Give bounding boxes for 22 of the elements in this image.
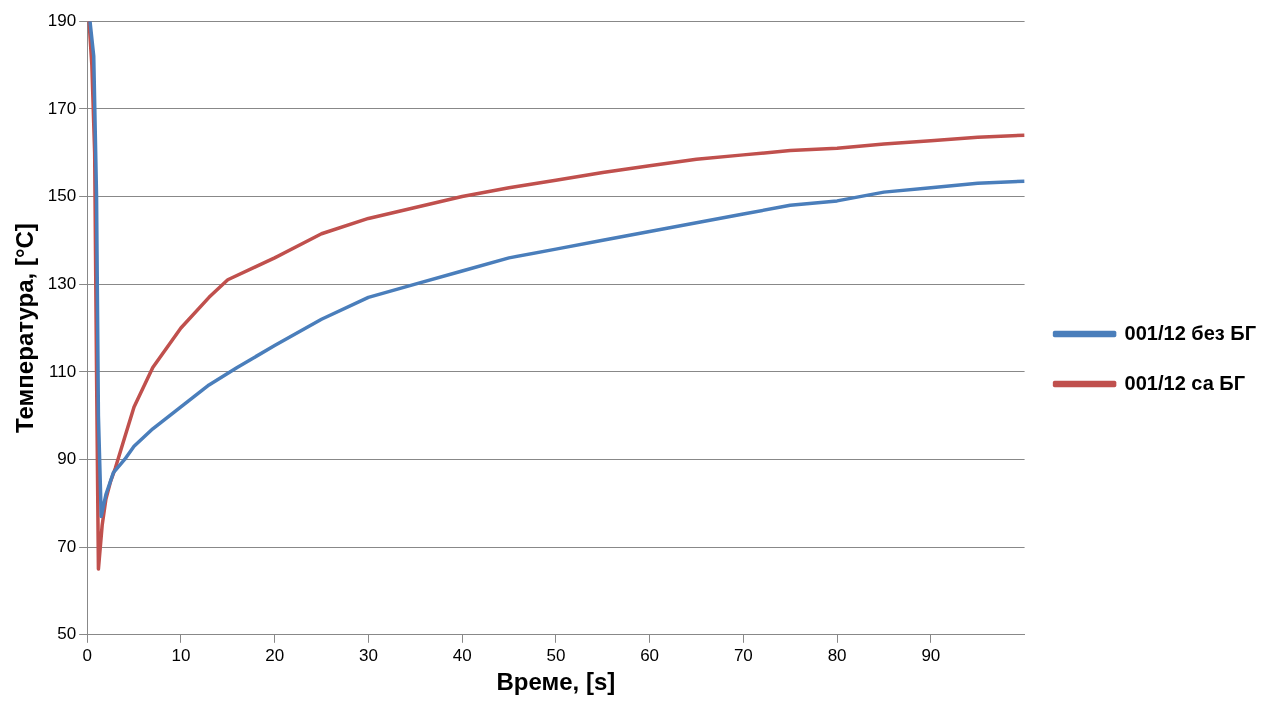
- x-tick-label: 20: [265, 645, 285, 665]
- x-tick-label: 40: [452, 645, 472, 665]
- y-tick-label: 90: [57, 449, 77, 469]
- x-tick-label: 10: [171, 645, 191, 665]
- x-tick-label: 30: [358, 645, 378, 665]
- x-tick-label: 50: [546, 645, 566, 665]
- x-axis-title: Време, [s]: [496, 668, 616, 696]
- x-tick-label: 70: [733, 645, 753, 665]
- y-tick-label: 50: [57, 624, 77, 644]
- x-tick-label: 80: [827, 645, 847, 665]
- y-tick-label: 170: [47, 98, 77, 118]
- y-tick-label: 190: [47, 10, 77, 30]
- y-tick-label: 110: [49, 361, 77, 381]
- legend-label: 001/12 са БГ: [1124, 371, 1246, 394]
- y-tick-label: 70: [57, 536, 77, 556]
- legend-label: 001/12 без БГ: [1124, 321, 1257, 344]
- y-tick-label: 150: [47, 186, 77, 206]
- x-tick-label: 90: [921, 645, 941, 665]
- y-tick-label: 130: [47, 273, 77, 293]
- x-tick-label: 0: [82, 645, 92, 665]
- x-tick-label: 60: [640, 645, 660, 665]
- y-axis-title: Температура, [°C]: [11, 223, 39, 433]
